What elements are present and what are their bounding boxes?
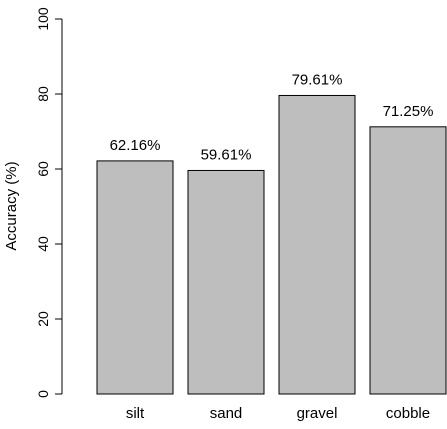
x-tick-label-silt: silt — [126, 405, 145, 422]
y-tick-label: 100 — [35, 7, 51, 31]
y-tick-label: 60 — [35, 161, 51, 177]
data-label-silt: 62.16% — [110, 137, 161, 154]
y-tick-label: 40 — [35, 236, 51, 252]
y-axis-title: Accuracy (%) — [3, 161, 20, 250]
bar-cobble — [369, 126, 447, 395]
data-label-gravel: 79.61% — [292, 71, 343, 88]
data-label-cobble: 71.25% — [383, 103, 434, 120]
y-axis: 0 20 40 60 80 100 — [35, 7, 63, 398]
x-tick-label-gravel: gravel — [297, 405, 338, 422]
y-tick-label: 20 — [35, 311, 51, 327]
x-tick-label-cobble: cobble — [386, 405, 430, 422]
x-tick-label-sand: sand — [210, 405, 243, 422]
data-label-sand: 59.61% — [201, 146, 252, 163]
y-tick-label: 0 — [35, 390, 51, 398]
x-axis-labels: silt sand gravel cobble — [126, 405, 430, 422]
data-labels: 62.16% 59.61% 79.61% 71.25% — [110, 71, 434, 163]
bars — [96, 94, 447, 395]
bar-silt — [96, 160, 174, 395]
y-tick-label: 80 — [35, 86, 51, 102]
bar-gravel — [278, 94, 356, 395]
bar-sand — [187, 169, 265, 395]
